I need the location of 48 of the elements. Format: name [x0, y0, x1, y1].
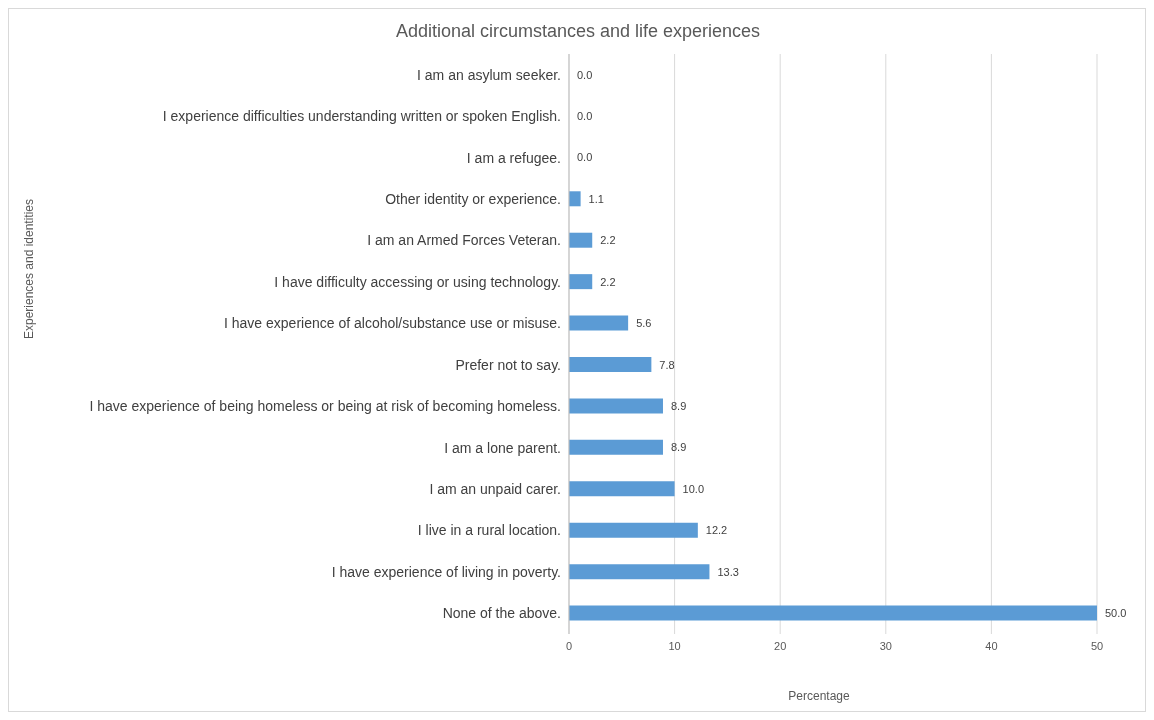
data-label: 12.2 — [705, 524, 728, 537]
data-label: 0.0 — [577, 109, 593, 122]
data-label: 0.0 — [577, 68, 593, 81]
chart-title: Additional circumstances and life experiences — [394, 21, 762, 42]
bar — [569, 439, 663, 455]
data-label: 2.2 — [600, 234, 616, 247]
y-tick-label: I am an Armed Forces Veteran. — [367, 232, 561, 249]
data-label: 2.2 — [600, 275, 616, 288]
y-tick-label: I am a lone parent. — [444, 439, 561, 456]
y-tick-label: I have difficulty accessing or using technology. — [274, 273, 561, 290]
y-tick-label: Other identity or experience. — [385, 190, 561, 207]
bar — [569, 191, 581, 207]
y-axis-title: Experiences and identities — [22, 198, 36, 340]
data-label: 5.6 — [636, 317, 652, 330]
bar — [569, 274, 593, 290]
y-tick-label: I have experience of living in poverty. — [331, 563, 561, 580]
y-tick-label: I have experience of alcohol/substance use or misuse. — [224, 315, 561, 332]
y-tick-label: I live in a rural location. — [417, 522, 561, 539]
data-label: 50.0 — [1105, 607, 1127, 620]
bar — [569, 315, 629, 331]
y-tick-label: I am an asylum seeker. — [417, 66, 561, 83]
y-tick-label: I experience difficulties understanding written or spoken English. — [162, 108, 561, 125]
x-tick-label: 10 — [668, 639, 681, 652]
x-axis-title: Percentage — [788, 689, 850, 703]
data-label: 0.0 — [577, 151, 593, 164]
bar — [569, 605, 1097, 621]
data-label: 1.1 — [588, 192, 604, 205]
x-tick-label: 50 — [1090, 639, 1104, 652]
data-label: 13.3 — [717, 565, 739, 578]
bar — [569, 232, 593, 248]
x-tick-label: 0 — [565, 639, 573, 652]
y-tick-label: I am an unpaid carer. — [429, 480, 561, 497]
data-label: 10.0 — [682, 482, 705, 495]
bar — [569, 398, 663, 414]
bar — [569, 564, 710, 580]
bar — [569, 481, 675, 497]
y-tick-label: Prefer not to say. — [455, 356, 561, 373]
x-tick-label: 20 — [774, 639, 787, 652]
data-label: 7.8 — [659, 358, 675, 371]
x-tick-label: 40 — [985, 639, 998, 652]
bar — [569, 357, 652, 372]
x-tick-label: 30 — [879, 639, 892, 652]
bar — [569, 522, 698, 538]
y-tick-label: I am a refugee. — [466, 149, 561, 166]
y-tick-label: I have experience of being homeless or being at risk of becoming homeless. — [89, 398, 561, 415]
data-label: 8.9 — [670, 441, 687, 454]
data-label: 8.9 — [670, 399, 687, 412]
y-tick-label: None of the above. — [442, 605, 561, 622]
